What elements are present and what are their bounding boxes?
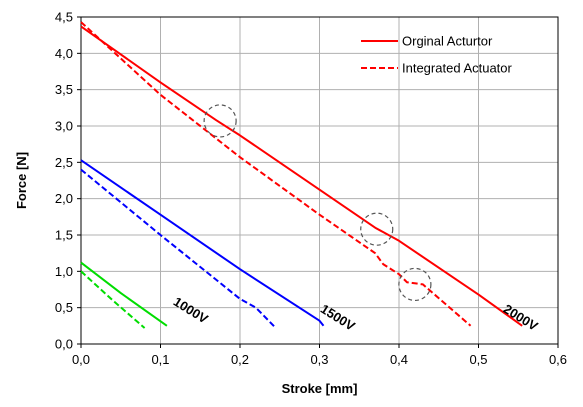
y-tick-label: 0,5 [55, 300, 73, 315]
x-axis-ticks: 0,0 0,1 0,2 0,3 0,4 0,5 0,6 [72, 344, 567, 367]
series-1500v-integrated [80, 168, 277, 329]
x-tick-label: 0,0 [72, 352, 90, 367]
voltage-label: 1000V [171, 294, 211, 327]
y-axis-title: Force [N] [14, 152, 29, 209]
series-1500v-original [80, 159, 325, 327]
y-axis-ticks: 0,0 0,5 1,0 1,5 2,0 2,5 3,0 3,5 4,0 4,5 [55, 10, 81, 352]
x-tick-label: 0,3 [310, 352, 328, 367]
y-tick-label: 3,0 [55, 119, 73, 134]
voltage-label: 1500V [318, 301, 358, 334]
x-tick-label: 0,1 [151, 352, 169, 367]
highlight-circle [203, 104, 237, 138]
y-tick-label: 2,0 [55, 191, 73, 206]
legend-label-original: Orginal Acturtor [402, 34, 493, 49]
grid [81, 17, 558, 344]
legend: Orginal Acturtor Integrated Actuator [361, 34, 513, 76]
x-tick-label: 0,6 [549, 352, 567, 367]
highlight-circle [398, 267, 432, 302]
x-axis-title: Stroke [mm] [282, 381, 358, 396]
x-tick-label: 0,2 [231, 352, 249, 367]
voltage-label: 2000V [501, 301, 541, 334]
series-layer [80, 21, 523, 329]
y-tick-label: 0,0 [55, 337, 73, 352]
y-tick-label: 4,5 [55, 10, 73, 25]
x-tick-label: 0,5 [469, 352, 487, 367]
series-2000v-integrated [80, 21, 472, 327]
y-tick-label: 2,5 [55, 155, 73, 170]
y-tick-label: 1,0 [55, 264, 73, 279]
y-tick-label: 3,5 [55, 82, 73, 97]
highlight-circles [203, 104, 432, 302]
legend-label-integrated: Integrated Actuator [402, 61, 513, 76]
highlight-circle [360, 212, 394, 246]
x-tick-label: 0,4 [390, 352, 408, 367]
series-2000v-original [80, 25, 523, 327]
y-tick-label: 4,0 [55, 46, 73, 61]
y-tick-label: 1,5 [55, 228, 73, 243]
series-1000v-integrated [80, 270, 146, 329]
series-1000v-original [80, 261, 168, 327]
